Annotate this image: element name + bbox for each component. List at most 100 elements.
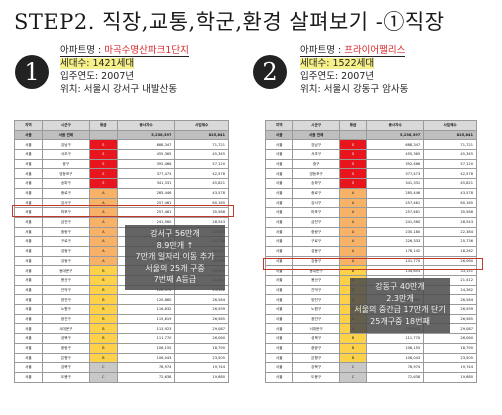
table-cell: 서울 xyxy=(14,333,43,344)
grade-cell: A xyxy=(338,207,368,218)
grade-cell: B xyxy=(88,333,118,344)
table-cell: 111,770 xyxy=(116,333,176,344)
table-cell: 서울 전체 xyxy=(41,129,90,141)
grade-cell: S xyxy=(88,158,118,170)
table-cell: 5,238,397 xyxy=(366,129,425,141)
grade-cell: S xyxy=(338,158,368,170)
grade-cell: C xyxy=(88,371,118,383)
table-row: 서울 서초구 S 455,365 45,345 xyxy=(14,149,229,160)
table-cell: 중구 xyxy=(292,158,340,170)
table-cell: 광진구 xyxy=(292,313,340,325)
table-row: 서울 강북구 C 78,974 19,744 xyxy=(264,362,477,373)
table-row: 서울 종로구 A 285,446 43,578 xyxy=(264,187,477,199)
table-cell: 용산구 xyxy=(41,275,90,286)
table-cell: 285,446 xyxy=(366,187,425,199)
apartment-name-line: 아파트명 : 마곡수명산파크1단지 xyxy=(60,44,189,57)
table-cell: 825,841 xyxy=(423,129,477,141)
table-cell: 마포구 xyxy=(292,207,340,218)
overlay-line: 강서구 56만개 xyxy=(150,229,200,238)
table-cell: 영등포구 xyxy=(41,168,90,180)
table-cell: 서대문구 xyxy=(292,323,340,335)
table-cell: 구로구 xyxy=(292,236,340,247)
grade-cell: S xyxy=(338,168,368,180)
table-cell: 도봉구 xyxy=(41,371,90,383)
table-header-cell: 사업체수 xyxy=(174,120,229,131)
grade-cell: A xyxy=(338,236,368,247)
table-cell: 26,564 xyxy=(174,294,229,306)
table-cell: 영등포구 xyxy=(292,168,340,180)
table-cell: 서울 xyxy=(264,178,294,189)
table-cell: 서울 xyxy=(264,323,294,335)
grade-cell: S xyxy=(88,149,118,160)
table-cell: 115,923 xyxy=(116,323,176,335)
table-cell: 106,043 xyxy=(116,352,176,364)
table-cell: 은평구 xyxy=(41,352,90,364)
table-cell: 서울 xyxy=(264,333,294,344)
table-cell: 78,974 xyxy=(116,362,176,373)
table-cell: 178,142 xyxy=(366,245,425,257)
grade-cell: B xyxy=(88,352,118,364)
table-cell: 서울 전체 xyxy=(292,129,340,141)
table-cell: 45,821 xyxy=(174,178,229,189)
table-cell: 성동구 xyxy=(292,245,340,257)
table-cell: 19,744 xyxy=(174,362,229,373)
table-cell: 341,331 xyxy=(366,178,425,189)
table-cell: 강남구 xyxy=(292,139,340,151)
overlay-line: 강동구 40만개 xyxy=(375,282,425,291)
table-cell: 28,543 xyxy=(423,216,477,228)
table-cell xyxy=(338,129,368,141)
table-cell: 57,120 xyxy=(174,158,229,170)
table-cell: 257,461 xyxy=(366,197,425,209)
table-row: 서울 은평구 B 106,043 23,505 xyxy=(14,352,229,364)
step-number-badge-2: 2 xyxy=(253,55,287,89)
overlay-line: 7번째 A등급 xyxy=(153,275,197,284)
table-cell: 25,736 xyxy=(423,236,477,247)
table-row: 서울 서초구 S 455,365 45,345 xyxy=(264,149,477,160)
table-row: 서울 강북구 C 78,974 19,744 xyxy=(14,362,229,373)
table-cell: 106,043 xyxy=(366,352,425,364)
table-total-row: 서울 서울 전체 5,238,397 825,841 xyxy=(14,129,229,141)
table-cell: 서울 xyxy=(14,294,43,306)
table-cell: 43,578 xyxy=(174,187,229,199)
grade-cell: C xyxy=(338,362,368,373)
overlay-line: 서울의 25개 구중 xyxy=(145,263,205,273)
table-cell: 금천구 xyxy=(41,216,90,228)
table-cell: 57,120 xyxy=(423,158,477,170)
table-cell: 341,331 xyxy=(116,178,176,189)
table-header-cell: 시군구 xyxy=(292,120,340,131)
table-cell: 서울 xyxy=(264,313,294,325)
table-cell: 서울 xyxy=(14,342,43,354)
table-cell: 19,744 xyxy=(423,362,477,373)
grade-cell: S xyxy=(338,139,368,151)
table-cell: 45,821 xyxy=(423,178,477,189)
location: 위치: 서울시 강동구 암사동 xyxy=(300,84,409,95)
table-row: 서울 도봉구 C 72,638 19,680 xyxy=(14,371,229,383)
table-cell: 서울 xyxy=(14,129,43,141)
employment-table-right: 지역 시군구 등급 종사자수 사업체수 서울 서울 전체 5,238,397 825,841 서울… xyxy=(264,120,477,383)
table-cell: 26,565 xyxy=(174,313,229,325)
table-cell: 동대문구 xyxy=(41,265,90,276)
table-cell: 19,680 xyxy=(174,371,229,383)
annotation-overlay-left: 강서구 56만개 8.9만개 ↑ 7만개 일자리 이동 추가 서울의 25개 구… xyxy=(125,225,225,290)
table-cell: 392,466 xyxy=(116,158,176,170)
table-cell: 26,599 xyxy=(174,304,229,315)
table-cell: 19,680 xyxy=(423,371,477,383)
table-cell: 서울 xyxy=(264,129,294,141)
table-cell xyxy=(88,129,118,141)
grade-cell: B xyxy=(88,342,118,354)
households: 세대수: 1421세대 xyxy=(60,58,135,69)
table-cell: 서울 xyxy=(14,265,43,276)
grade-cell: B xyxy=(88,275,118,286)
grade-cell: S xyxy=(338,149,368,160)
grade-cell: A xyxy=(88,226,118,238)
table-cell: 종로구 xyxy=(292,187,340,199)
table-cell: 서울 xyxy=(264,197,294,209)
table-header-cell: 종사자수 xyxy=(366,120,425,131)
highlight-box-gangdong xyxy=(263,258,483,270)
overlay-line: 7만개 일자리 이동 추가 xyxy=(135,252,215,261)
table-cell: 중랑구 xyxy=(292,342,340,354)
table-header-cell: 종사자수 xyxy=(116,120,176,131)
